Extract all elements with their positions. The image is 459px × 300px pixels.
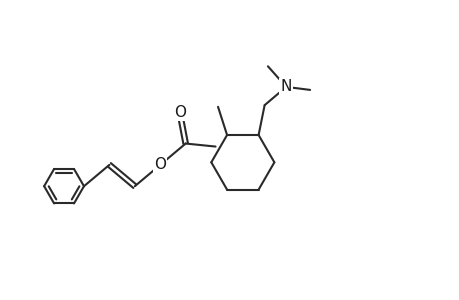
Text: N: N [280, 80, 291, 94]
Text: O: O [173, 104, 185, 119]
Text: O: O [154, 158, 166, 172]
